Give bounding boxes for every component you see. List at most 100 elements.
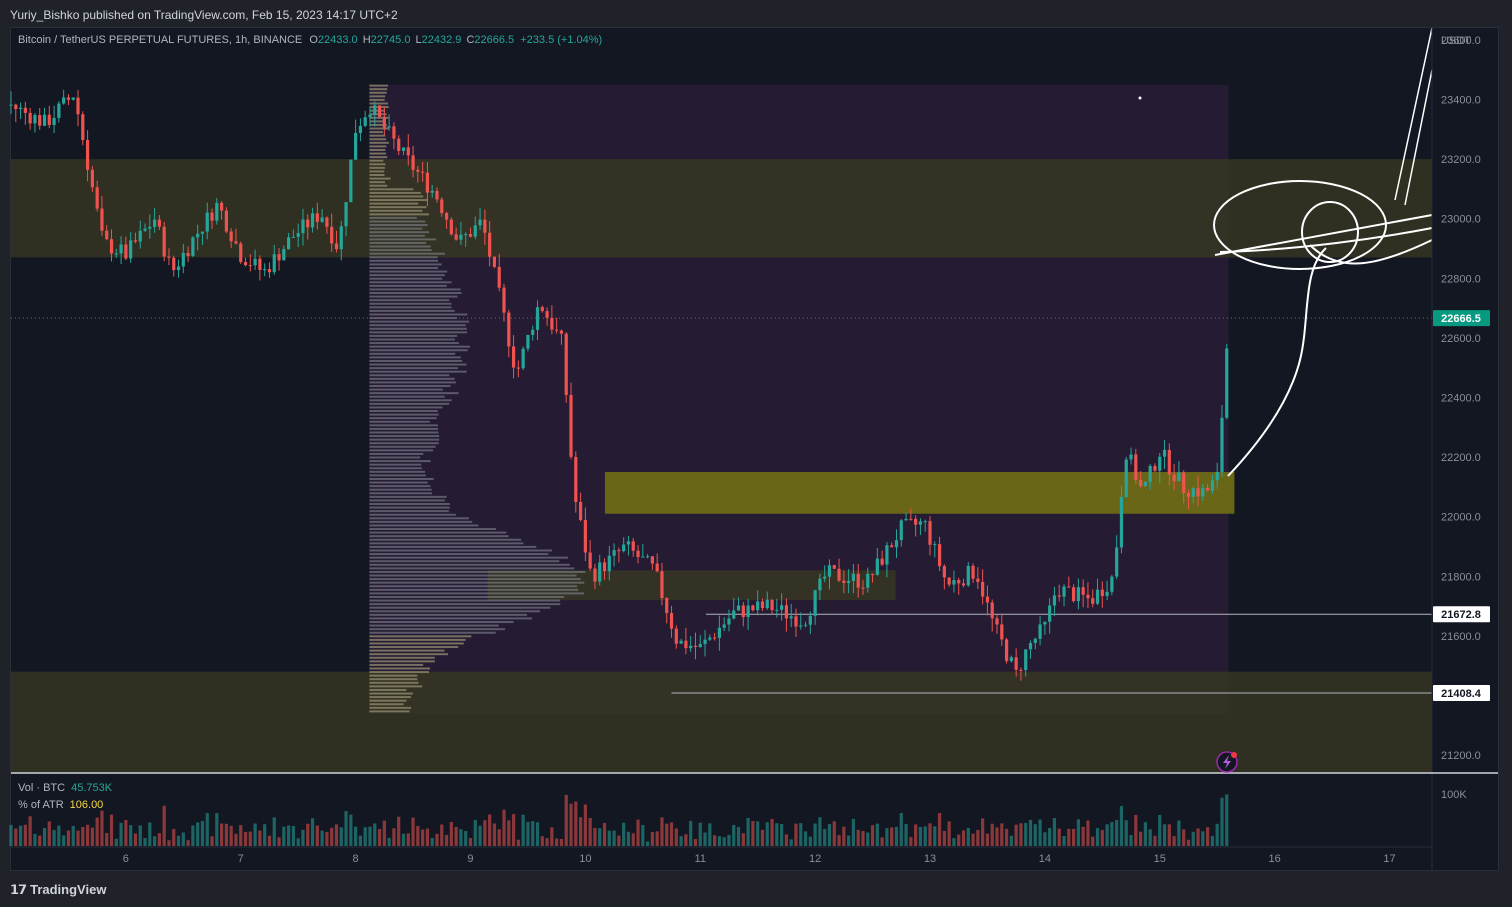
candle-body: [483, 219, 487, 233]
volume-bar: [310, 818, 315, 846]
price-tick-label: 21600.0: [1441, 631, 1481, 643]
profile-bar: [369, 109, 386, 112]
candle-body: [1220, 417, 1224, 472]
candle-body: [550, 317, 554, 330]
candle-body: [660, 571, 664, 598]
volume-bar: [344, 811, 348, 846]
volume-bar: [794, 823, 798, 846]
volume-bar: [330, 827, 334, 846]
candle-body: [899, 520, 903, 541]
profile-bar: [369, 234, 425, 237]
atr-label[interactable]: % of ATR: [18, 799, 64, 811]
volume-bar: [492, 823, 497, 846]
volume-bar: [1048, 827, 1052, 846]
profile-bar: [369, 127, 389, 130]
candle-body: [732, 610, 736, 619]
volume-bar: [181, 832, 185, 846]
volume-bar: [253, 823, 257, 846]
alert-icon[interactable]: [1216, 751, 1238, 773]
volume-bar: [1162, 824, 1167, 846]
candle-body: [803, 624, 808, 626]
candle-body: [545, 311, 549, 318]
tradingview-logo[interactable]: 𝟭𝟳 TradingView: [10, 882, 106, 898]
profile-bar: [369, 417, 437, 420]
profile-bar: [369, 367, 459, 370]
profile-bar: [369, 660, 435, 663]
profile-bar: [369, 84, 389, 87]
profile-bar: [369, 138, 387, 141]
volume-bar: [167, 840, 171, 846]
volume-bar: [100, 810, 104, 846]
volume-bar: [90, 827, 94, 846]
candle-body: [81, 114, 85, 140]
candle-body: [1095, 589, 1100, 604]
time-tick-label: 12: [809, 853, 821, 865]
candle-body: [105, 230, 109, 240]
candle-body: [856, 573, 860, 588]
candle-body: [583, 520, 587, 553]
price-tick-label: 21200.0: [1441, 750, 1481, 762]
volume-label[interactable]: Vol · BTC: [18, 782, 66, 794]
candle-body: [1182, 472, 1186, 493]
candle-body: [258, 258, 262, 271]
volume-bar: [277, 837, 281, 846]
volume-bar: [186, 840, 190, 846]
candle-body: [28, 112, 32, 124]
candle-body: [387, 126, 391, 128]
candle-body: [937, 544, 942, 567]
candle-body: [990, 602, 994, 619]
candle-body: [421, 171, 425, 173]
volume-bar: [1067, 828, 1071, 846]
profile-bar: [369, 295, 458, 298]
candle-body: [358, 125, 363, 133]
candle-body: [320, 217, 324, 222]
candle-body: [837, 568, 841, 581]
volume-bar: [531, 821, 535, 846]
price-tick-label: 23400.0: [1441, 95, 1481, 107]
profile-bar: [369, 656, 435, 659]
candle-body: [1076, 587, 1080, 602]
volume-bar: [1100, 829, 1104, 846]
profile-bar: [369, 585, 578, 588]
price-tick-label: 22800.0: [1441, 273, 1481, 285]
candle-body: [985, 596, 990, 603]
volume-bar: [339, 827, 343, 846]
profile-bar: [369, 406, 443, 409]
candle-body: [1000, 624, 1004, 640]
candle-body: [555, 329, 559, 331]
time-tick-label: 17: [1383, 853, 1395, 865]
candle-body: [277, 254, 281, 261]
volume-bar: [1105, 824, 1109, 846]
profile-bar: [369, 148, 386, 151]
volume-bar: [172, 828, 176, 846]
candle-body: [866, 573, 870, 588]
profile-bar: [369, 524, 479, 527]
candle-body: [1004, 639, 1009, 662]
candle-body: [229, 231, 233, 242]
volume-bar: [129, 825, 133, 846]
profile-bar: [369, 309, 455, 312]
profile-bar: [369, 613, 528, 616]
candle-body: [914, 518, 918, 525]
candle-body: [622, 544, 626, 552]
volume-bar: [569, 803, 573, 846]
volume-bar: [574, 801, 578, 846]
profile-bar: [369, 345, 471, 348]
volume-bar: [760, 829, 765, 846]
candle-body: [961, 583, 966, 586]
symbol-name[interactable]: Bitcoin / TetherUS PERPETUAL FUTURES, 1h…: [18, 34, 303, 46]
profile-bar: [369, 545, 537, 548]
volume-bar: [727, 834, 731, 846]
candle-body: [1129, 454, 1133, 460]
profile-bar: [369, 696, 411, 699]
time-tick-label: 8: [353, 853, 359, 865]
profile-bar: [369, 531, 507, 534]
candle-body: [1153, 465, 1157, 471]
candle-body: [416, 169, 420, 172]
volume-bar: [263, 824, 267, 846]
candle-body: [47, 114, 51, 126]
candle-body: [1139, 480, 1143, 487]
candle-body: [918, 521, 923, 525]
candle-body: [818, 578, 822, 591]
